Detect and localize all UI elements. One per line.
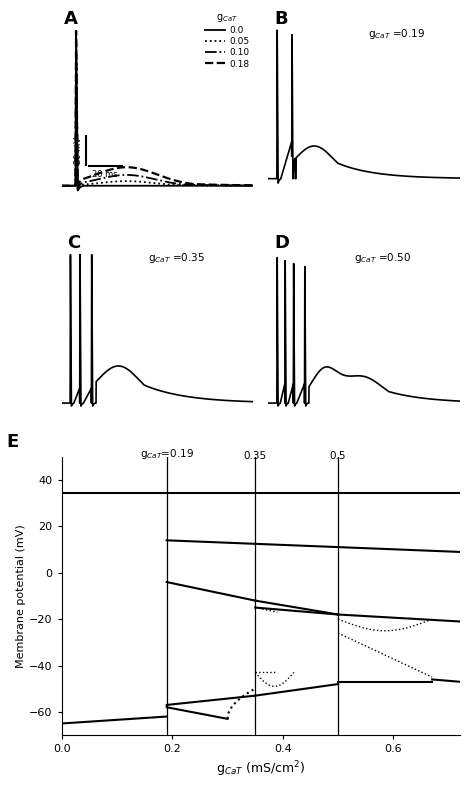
Legend: 0.0, 0.05, 0.10, 0.18: 0.0, 0.05, 0.10, 0.18 xyxy=(204,10,250,70)
Text: 20 ms: 20 ms xyxy=(92,170,118,179)
Text: 0.35: 0.35 xyxy=(244,451,267,462)
Text: g$_{CaT}$ =0.35: g$_{CaT}$ =0.35 xyxy=(148,251,205,265)
Text: E: E xyxy=(6,433,18,451)
Text: g$_{CaT}$ =0.19: g$_{CaT}$ =0.19 xyxy=(368,26,425,41)
Text: D: D xyxy=(274,234,289,252)
Text: A: A xyxy=(64,10,77,28)
Text: 20 mV: 20 mV xyxy=(74,137,83,164)
Text: B: B xyxy=(274,10,288,28)
X-axis label: g$_{CaT}$ (mS/cm$^2$): g$_{CaT}$ (mS/cm$^2$) xyxy=(216,760,305,779)
Y-axis label: Membrane potential (mV): Membrane potential (mV) xyxy=(16,524,27,668)
Text: C: C xyxy=(67,234,81,252)
Text: g$_{CaT}$=0.19: g$_{CaT}$=0.19 xyxy=(140,447,194,462)
Text: g$_{CaT}$ =0.50: g$_{CaT}$ =0.50 xyxy=(355,251,412,265)
Text: 0.5: 0.5 xyxy=(330,451,346,462)
